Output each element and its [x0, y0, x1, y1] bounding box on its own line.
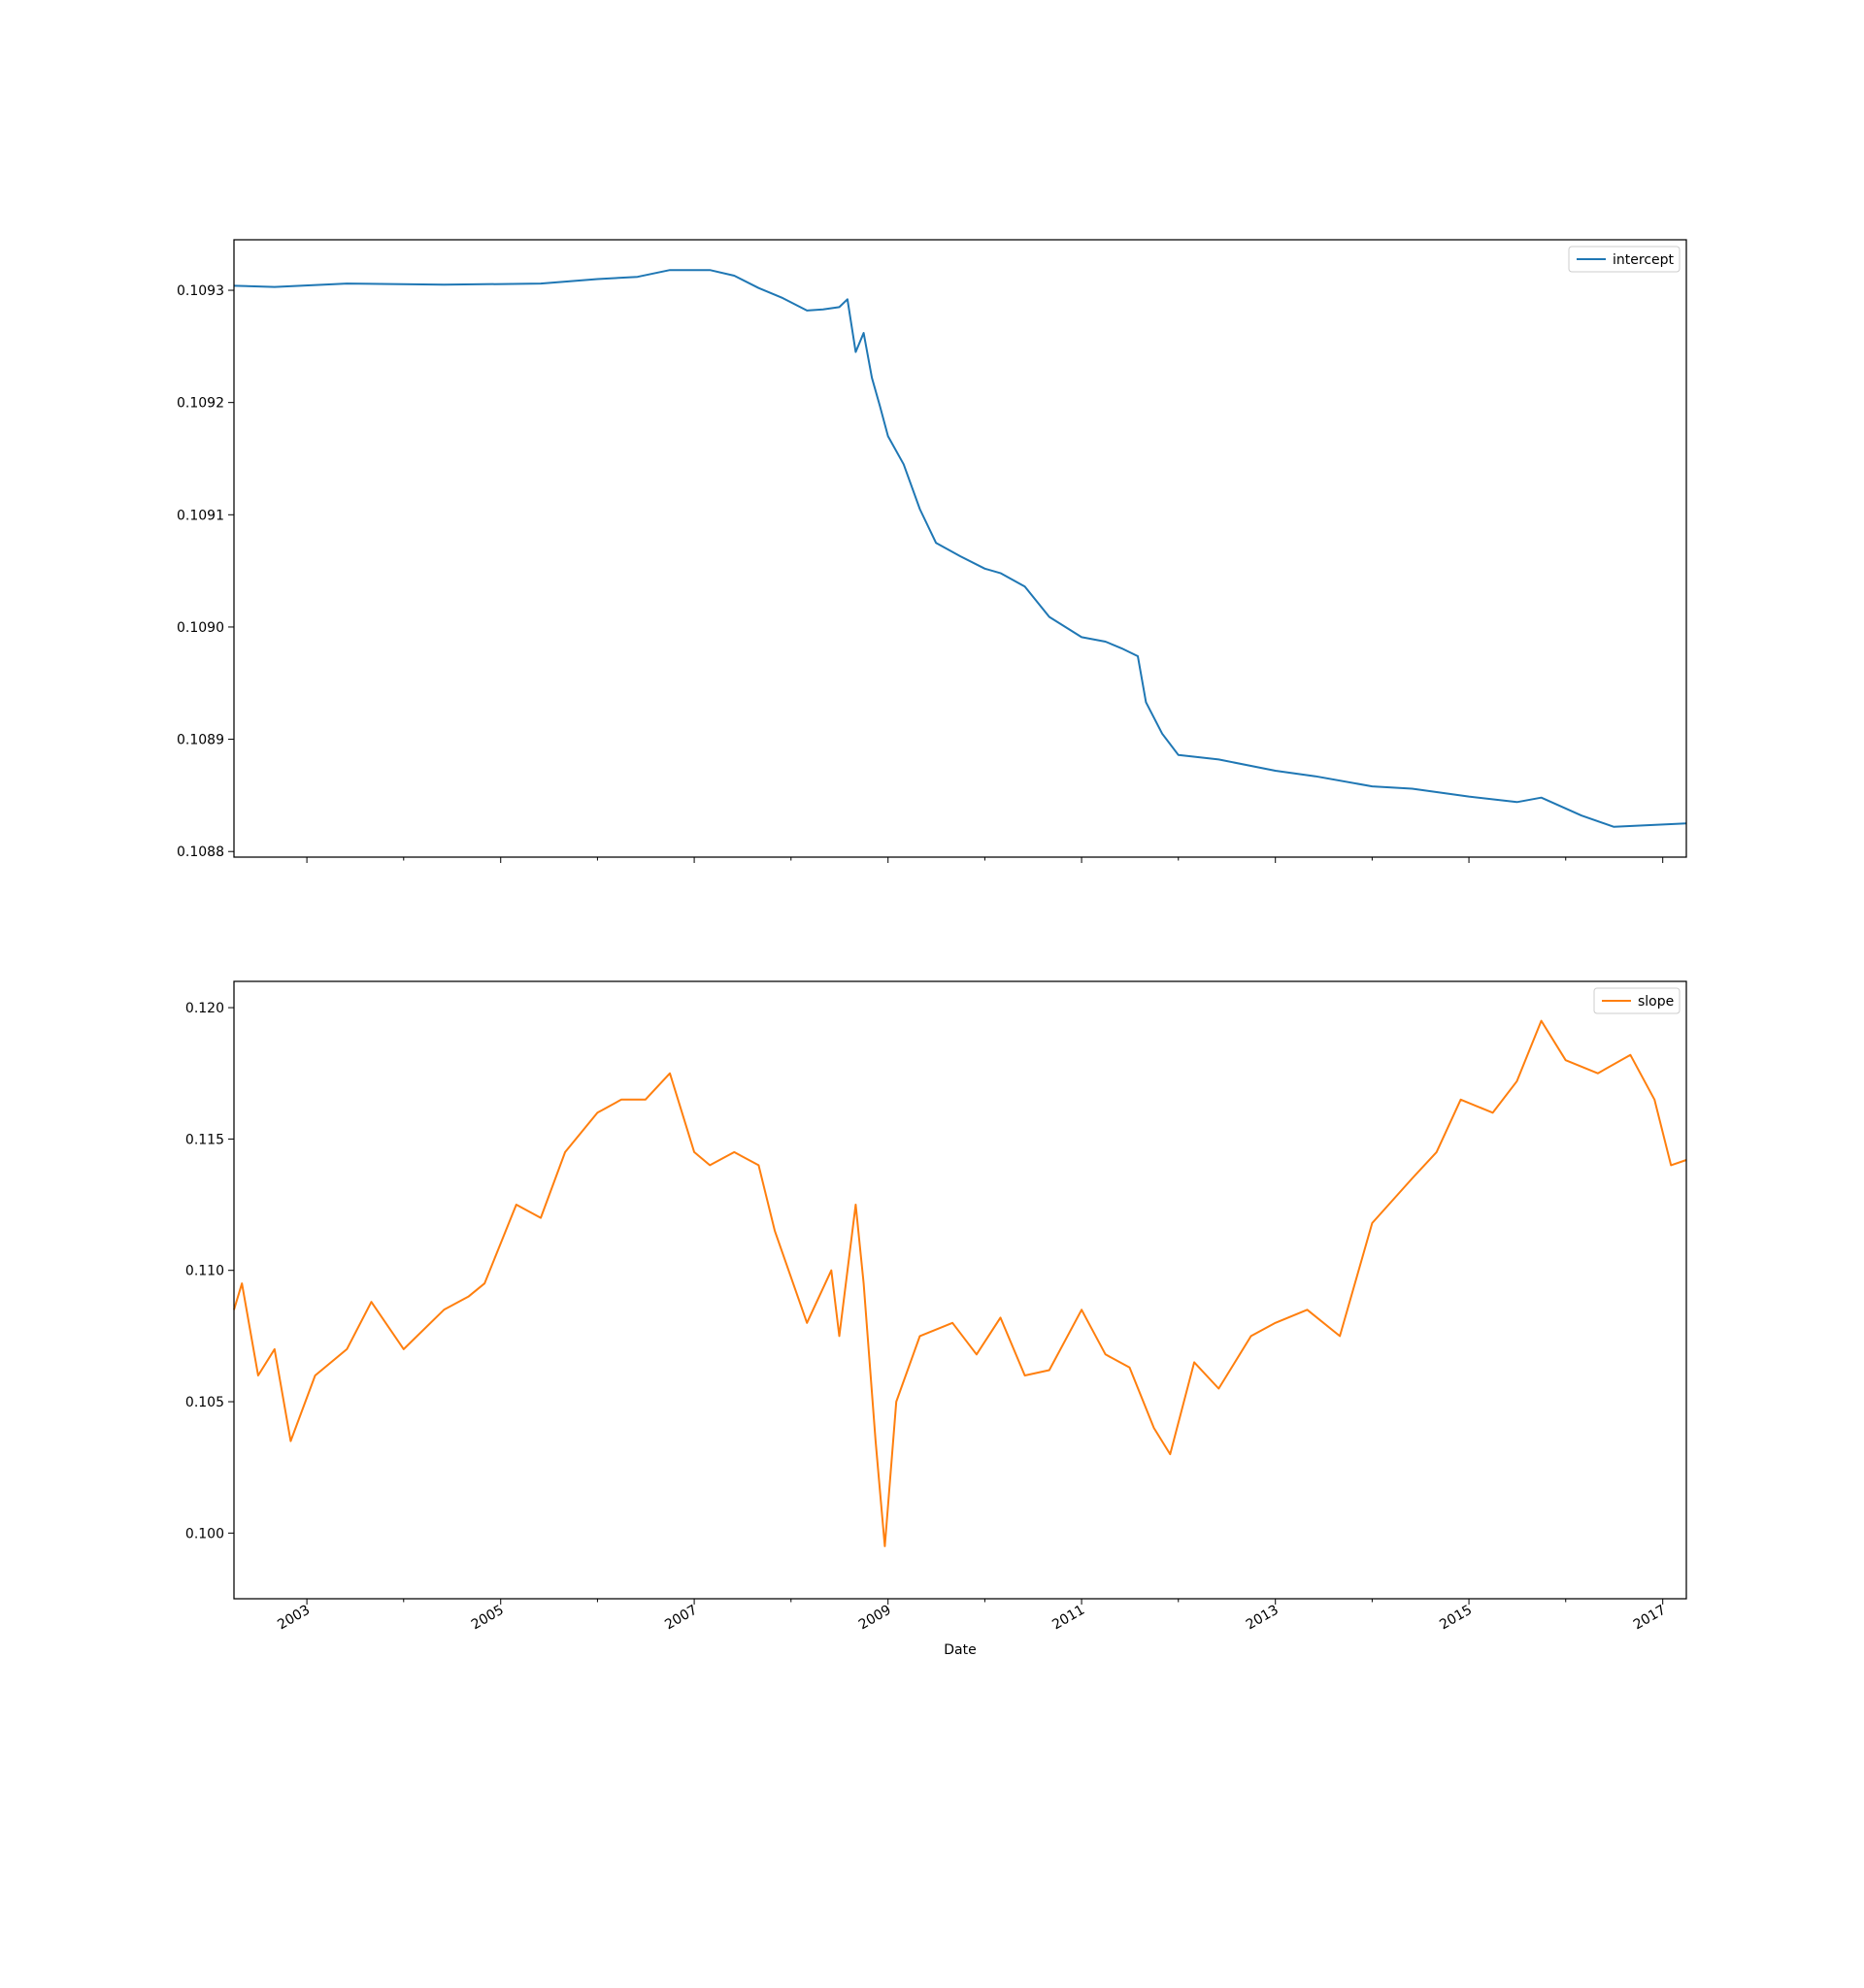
y-tick-label: 0.1092	[177, 396, 224, 412]
y-tick-label: 0.115	[185, 1132, 224, 1147]
y-tick-label: 0.1090	[177, 620, 224, 636]
y-tick-label: 0.110	[185, 1264, 224, 1279]
y-tick-label: 0.100	[185, 1526, 224, 1541]
slope-legend-label: slope	[1638, 994, 1674, 1010]
intercept-legend: intercept	[1568, 246, 1681, 273]
y-tick-label: 0.1088	[177, 845, 224, 860]
y-tick-label: 0.1089	[177, 733, 224, 748]
intercept-legend-label: intercept	[1613, 252, 1675, 268]
slope-axes-frame	[233, 980, 1687, 1600]
intercept-plot-area	[233, 269, 1687, 828]
intercept-panel: 0.1088 0.1089 0.1090 0.1091 0.1092 0.1093 int…	[177, 239, 1687, 863]
slope-x-axis-label: Date	[944, 1642, 976, 1658]
slope-plot-area	[233, 1019, 1687, 1547]
intercept-y-axis: 0.1088 0.1089 0.1090 0.1091 0.1092 0.1093	[177, 283, 234, 860]
slope-y-axis: 0.100 0.105 0.110 0.115 0.120	[185, 1001, 234, 1541]
slope-legend: slope	[1593, 987, 1681, 1014]
intercept-axes-frame	[233, 239, 1687, 858]
slope-legend-box	[1593, 987, 1681, 1014]
y-tick-label: 0.1093	[177, 283, 224, 299]
slope-series-line	[233, 1019, 1687, 1547]
intercept-series-line	[233, 269, 1687, 828]
y-tick-label: 0.105	[185, 1395, 224, 1410]
y-tick-label: 0.120	[185, 1001, 224, 1016]
intercept-legend-box	[1568, 246, 1681, 273]
y-tick-label: 0.1091	[177, 508, 224, 523]
